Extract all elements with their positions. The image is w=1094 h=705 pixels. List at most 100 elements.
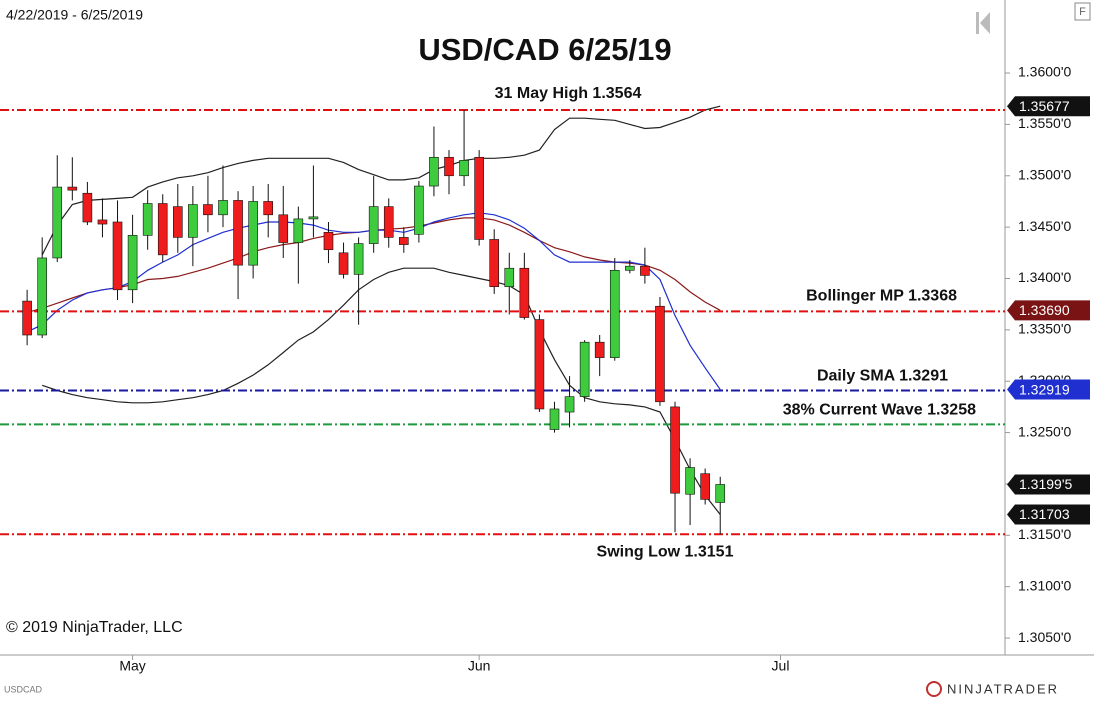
candle-body: [218, 200, 228, 216]
price-tag-label: 1.33690: [1019, 302, 1070, 318]
candle: [22, 289, 32, 346]
candle: [474, 150, 484, 246]
logo-icon: [926, 681, 942, 697]
candle-body: [519, 267, 530, 318]
indicator-line: [41, 105, 721, 256]
candle-body: [474, 156, 484, 240]
candle: [685, 458, 695, 526]
candle: [700, 468, 710, 505]
candle-body: [655, 305, 665, 403]
candle-body: [37, 257, 47, 336]
candle: [655, 296, 665, 406]
panel-button-label: F: [1079, 6, 1086, 18]
candle-body: [308, 216, 319, 220]
candle-body: [399, 237, 409, 245]
candle-body: [625, 265, 635, 271]
candle-body: [640, 265, 650, 276]
candle-body: [52, 186, 63, 259]
date-range: 4/22/2019 - 6/25/2019: [6, 7, 143, 23]
scroll-bar: [976, 12, 979, 34]
candle-body: [534, 319, 545, 410]
candle: [218, 165, 228, 228]
candle: [157, 194, 168, 263]
candle-body: [338, 252, 349, 275]
candle-body: [504, 267, 515, 288]
candle: [248, 186, 258, 279]
level-label: Bollinger MP 1.3368: [806, 288, 957, 305]
candle: [323, 221, 334, 264]
price-tag-label: 1.3199'5: [1019, 476, 1072, 492]
candle: [519, 252, 530, 320]
candle-body: [609, 269, 620, 358]
candle-body: [685, 467, 695, 495]
y-tick-label: 1.3500'0: [1018, 166, 1071, 182]
x-tick-label: Jun: [468, 658, 491, 674]
candle: [308, 165, 319, 238]
candle-body: [444, 156, 454, 177]
candle: [549, 401, 560, 433]
candle-body: [188, 204, 198, 238]
price-tag: [1007, 300, 1090, 321]
y-tick-label: 1.3400'0: [1018, 269, 1071, 285]
candle-body: [127, 235, 138, 291]
price-tag-label: 1.35677: [1019, 98, 1070, 114]
candle: [459, 110, 469, 187]
candle-body: [157, 203, 168, 256]
candle-body: [383, 206, 394, 238]
logo-text: NINJATRADER: [947, 681, 1059, 696]
candle: [97, 198, 108, 238]
candle: [594, 334, 605, 377]
level-label: Daily SMA 1.3291: [817, 368, 948, 385]
candle-body: [414, 185, 424, 235]
price-tag: [1007, 474, 1090, 495]
candle: [489, 229, 500, 294]
y-tick-label: 1.3050'0: [1018, 629, 1071, 645]
candle: [444, 150, 454, 195]
copyright: © 2019 NinjaTrader, LLC: [6, 619, 183, 636]
candle: [278, 186, 289, 258]
price-tag: [1007, 379, 1090, 400]
candle: [233, 191, 243, 300]
price-tag: [1007, 504, 1090, 525]
candle-body: [112, 221, 123, 291]
level-label: 31 May High 1.3564: [495, 85, 642, 102]
chart-title: USD/CAD 6/25/19: [418, 32, 671, 67]
x-tick-label: Jul: [772, 658, 790, 674]
candle-body: [700, 473, 710, 500]
candle-body: [203, 204, 213, 216]
panel-button[interactable]: F: [1074, 2, 1091, 21]
candle-body: [82, 192, 93, 223]
candle-body: [278, 214, 289, 243]
candle: [52, 155, 63, 263]
candle: [670, 401, 680, 533]
candle-body: [233, 200, 243, 266]
scroll-button[interactable]: [976, 12, 990, 34]
candle: [579, 340, 590, 402]
candle-body: [248, 201, 258, 266]
candle: [429, 126, 439, 197]
level-label: Swing Low 1.3151: [597, 544, 734, 561]
candle-body: [564, 396, 575, 413]
candle-body: [459, 160, 469, 177]
candle: [715, 476, 726, 535]
candle: [353, 237, 364, 325]
y-tick-label: 1.3550'0: [1018, 115, 1071, 131]
candle-body: [142, 203, 153, 236]
scroll-arrow: [980, 12, 990, 34]
candle-body: [579, 341, 590, 397]
candle: [127, 214, 138, 304]
candle: [172, 183, 183, 253]
x-tick-label: May: [119, 658, 145, 674]
candle: [383, 198, 394, 248]
candle-body: [263, 201, 274, 216]
candle: [142, 190, 153, 250]
candle-body: [594, 341, 605, 358]
candle-body: [172, 206, 183, 238]
price-tag: [1007, 96, 1090, 117]
candle: [609, 257, 620, 361]
candle-body: [293, 218, 304, 243]
candle: [625, 260, 635, 274]
indicator-line: [42, 267, 721, 515]
